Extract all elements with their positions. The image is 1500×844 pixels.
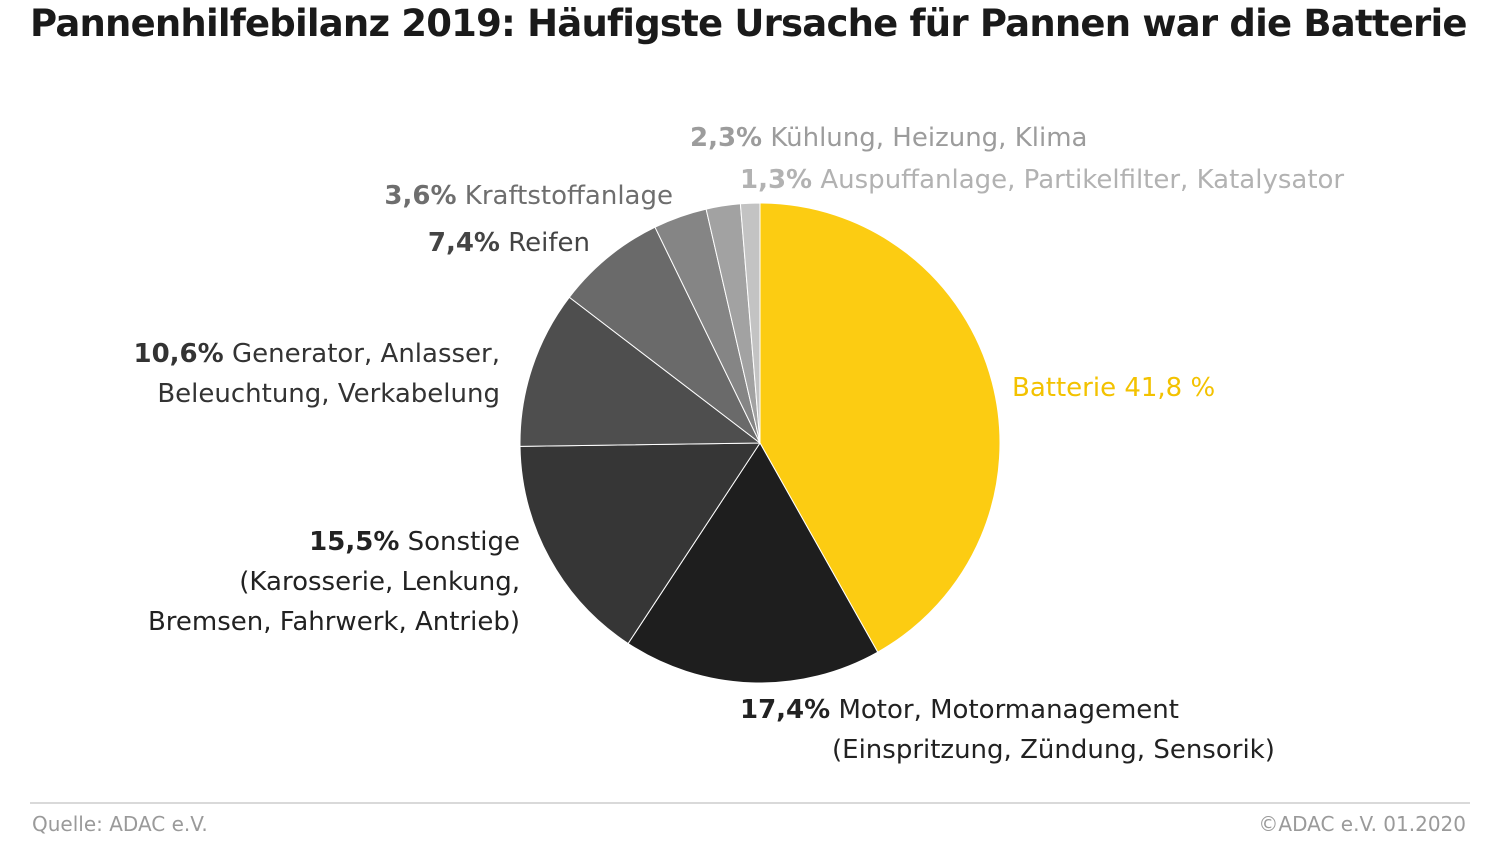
- label-motor-line2: (Einspritzung, Zündung, Sensorik): [832, 735, 1275, 765]
- label-generator-line1: 10,6% Generator, Anlasser,: [134, 334, 501, 374]
- slice-other: [519, 442, 761, 645]
- slice-exhaust: [739, 202, 761, 444]
- label-other-text: Sonstige: [407, 527, 520, 557]
- label-generator-text: Generator, Anlasser,: [231, 339, 500, 369]
- label-other-line1: 15,5% Sonstige: [148, 522, 520, 562]
- label-other-pct: 15,5%: [309, 527, 400, 557]
- label-battery-text: Batterie 41,8 %: [1012, 373, 1216, 403]
- label-other: 15,5% Sonstige (Karosserie, Lenkung, Bre…: [148, 522, 520, 642]
- footer-divider: [30, 802, 1470, 804]
- slice-battery: [759, 202, 1001, 653]
- label-other-line3: Bremsen, Fahrwerk, Antrieb): [147, 607, 520, 637]
- label-motor-pct: 17,4%: [740, 695, 831, 725]
- label-tires-pct: 7,4%: [427, 228, 500, 258]
- chart-title: Pannenhilfebilanz 2019: Häufigste Ursach…: [30, 2, 1467, 45]
- copyright-note: ©ADAC e.V. 01.2020: [1258, 812, 1466, 836]
- label-exhaust: 1,3% Auspuffanlage, Partikelfilter, Kata…: [740, 160, 1344, 200]
- label-cooling: 2,3% Kühlung, Heizung, Klima: [690, 118, 1087, 158]
- label-generator-line2: Beleuchtung, Verkabelung: [157, 379, 500, 409]
- label-fuel-pct: 3,6%: [384, 181, 457, 211]
- source-note: Quelle: ADAC e.V.: [32, 812, 208, 836]
- label-motor-line1: 17,4% Motor, Motormanagement: [740, 690, 1275, 730]
- label-motor: 17,4% Motor, Motormanagement (Einspritzu…: [740, 690, 1275, 770]
- label-cooling-text: Kühlung, Heizung, Klima: [770, 123, 1088, 153]
- label-tires-text: Reifen: [508, 228, 590, 258]
- slice-tires: [568, 226, 761, 444]
- label-fuel-text: Kraftstoffanlage: [464, 181, 673, 211]
- slice-motor: [627, 442, 879, 684]
- slice-generator: [519, 296, 761, 447]
- label-battery: Batterie 41,8 %: [1012, 368, 1215, 408]
- label-generator-pct: 10,6%: [133, 339, 224, 369]
- label-exhaust-text: Auspuffanlage, Partikelfilter, Katalysat…: [820, 165, 1345, 195]
- label-tires: 7,4% Reifen: [428, 223, 590, 263]
- label-exhaust-pct: 1,3%: [740, 165, 813, 195]
- label-generator: 10,6% Generator, Anlasser, Beleuchtung, …: [134, 334, 501, 414]
- label-motor-text: Motor, Motormanagement: [838, 695, 1179, 725]
- label-other-line2: (Karosserie, Lenkung,: [239, 567, 520, 597]
- label-cooling-pct: 2,3%: [690, 123, 763, 153]
- label-fuel: 3,6% Kraftstoffanlage: [384, 176, 673, 216]
